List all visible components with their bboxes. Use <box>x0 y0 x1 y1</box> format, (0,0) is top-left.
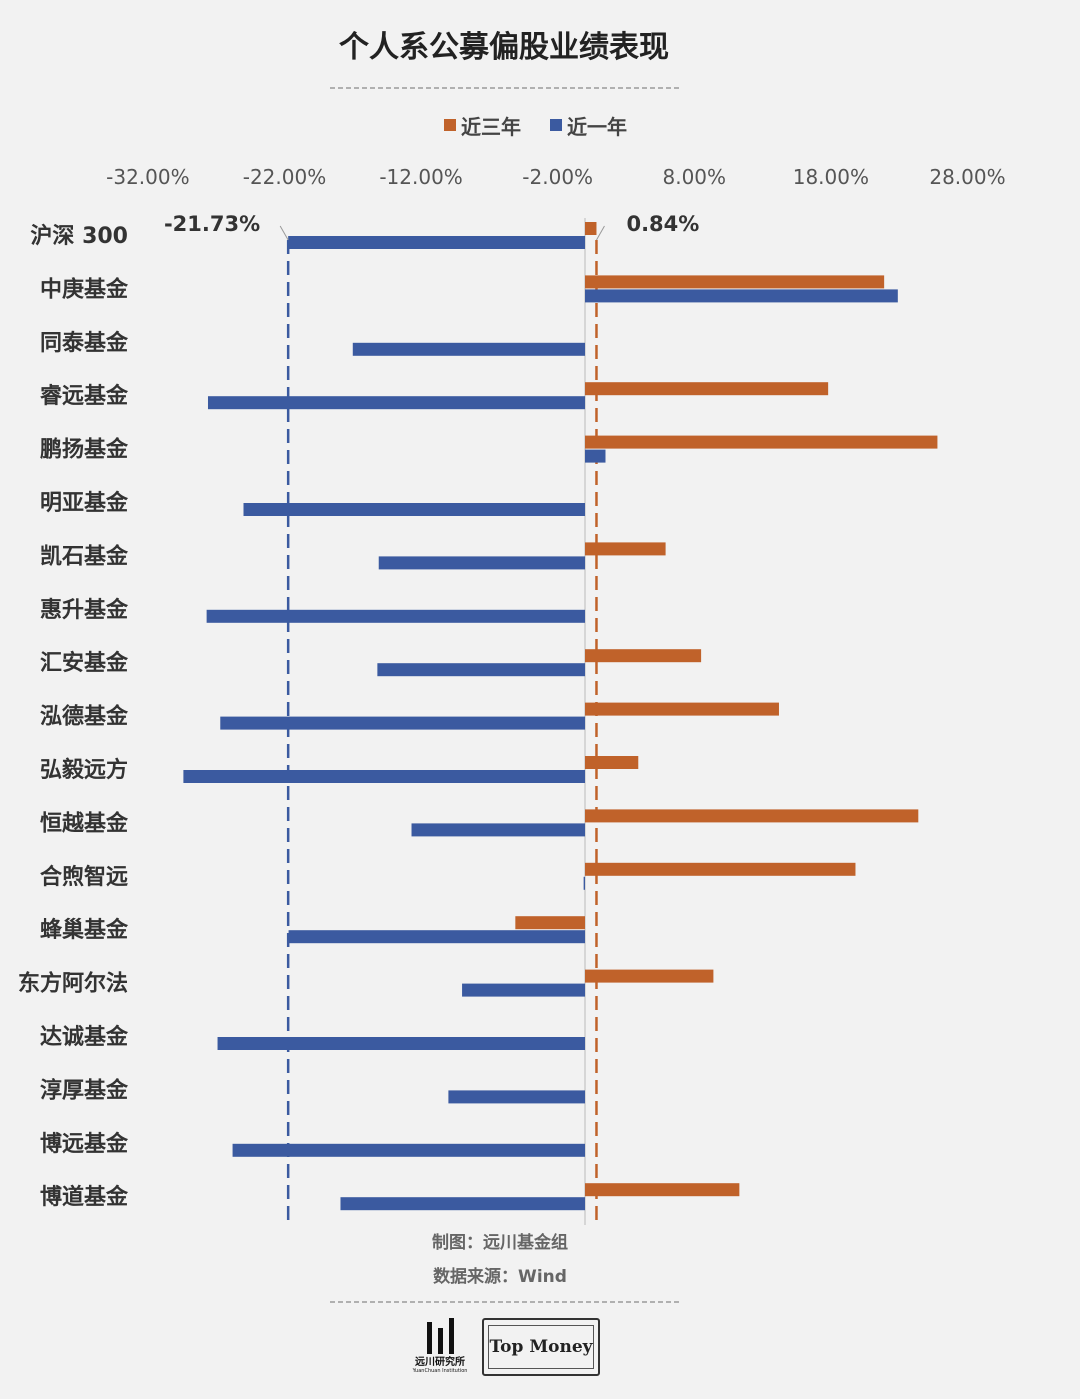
annotation-leader <box>596 225 605 241</box>
yuanchuan-name: 远川研究所 <box>415 1357 465 1368</box>
bar-3yr <box>585 275 885 289</box>
legend-swatch-3yr <box>444 119 456 131</box>
category-label: 博远基金 <box>40 1131 129 1157</box>
bar-3yr <box>585 809 919 823</box>
x-tick-label: 8.00% <box>663 165 727 189</box>
bar-1yr <box>288 236 585 249</box>
bar-1yr <box>462 983 585 997</box>
category-label: 汇安基金 <box>40 650 129 676</box>
bar-3yr <box>585 649 702 663</box>
bar-1yr <box>220 716 585 730</box>
bar-1yr <box>378 556 585 570</box>
category-label: 同泰基金 <box>40 330 129 356</box>
bar-3yr <box>585 222 597 235</box>
bar-1yr <box>183 770 585 783</box>
bar-3yr <box>585 756 639 769</box>
legend: 近三年 近一年 <box>444 115 627 139</box>
bar-1yr <box>411 823 585 837</box>
legend-label-1yr: 近一年 <box>567 115 627 139</box>
category-label: 鹏扬基金 <box>40 437 129 463</box>
bar-1yr <box>340 1197 585 1211</box>
yuanchuan-logo: 远川研究所 YuanChuan Institution <box>408 1318 472 1378</box>
bar-1yr <box>232 1143 585 1157</box>
reference-label: -21.73% <box>164 212 260 236</box>
legend-swatch-1yr <box>550 119 562 131</box>
category-label: 明亚基金 <box>40 490 129 516</box>
chart-credit: 制图：远川基金组 <box>432 1232 568 1253</box>
reference-annotations: -21.73% 0.84% <box>164 212 699 241</box>
category-label: 凯石基金 <box>40 543 129 569</box>
x-tick-label: -22.00% <box>243 165 326 189</box>
bar-3yr <box>585 702 779 716</box>
bar-1yr <box>217 1037 585 1050</box>
chart-title: 个人系公募偏股业绩表现 <box>339 30 669 65</box>
x-axis-ticks: -32.00% -22.00% -12.00% -2.00% 8.00% 18.00% 28… <box>106 165 1005 189</box>
x-tick-label: -32.00% <box>106 165 189 189</box>
category-label: 惠升基金 <box>40 597 129 623</box>
x-tick-label: -2.00% <box>522 165 593 189</box>
bar-1yr <box>206 609 586 623</box>
bar-1yr <box>585 449 606 463</box>
category-label: 恒越基金 <box>40 810 129 836</box>
x-tick-label: -12.00% <box>379 165 462 189</box>
x-tick-label: 18.00% <box>793 165 869 189</box>
category-label: 中庚基金 <box>40 276 129 302</box>
logo-bars-icon <box>408 1318 472 1354</box>
bar-1yr <box>377 663 585 677</box>
bar-1yr <box>352 342 585 356</box>
category-label: 沪深 300 <box>30 223 128 249</box>
bar-1yr <box>583 876 585 890</box>
bar-1yr <box>288 930 585 944</box>
category-label: 泓德基金 <box>40 704 129 730</box>
data-source: 数据来源：Wind <box>433 1266 567 1287</box>
topmoney-logo: Top Money <box>482 1318 600 1376</box>
category-labels: 沪深 300 中庚基金同泰基金睿远基金鹏扬基金明亚基金凯石基金惠升基金汇安基金泓德… <box>18 223 129 1210</box>
bar-3yr <box>585 1183 740 1197</box>
category-label: 合煦智远 <box>40 864 128 890</box>
annotation-leader <box>279 225 289 241</box>
topmoney-name: Top Money <box>488 1325 594 1369</box>
legend-label-3yr: 近三年 <box>461 115 521 139</box>
x-tick-label: 28.00% <box>929 165 1005 189</box>
category-label: 东方阿尔法 <box>18 971 128 997</box>
bar-3yr <box>585 435 938 449</box>
yuanchuan-name-en: YuanChuan Institution <box>412 1368 468 1374</box>
bar-3yr <box>585 382 829 396</box>
bars <box>183 222 938 1211</box>
bar-chart: 个人系公募偏股业绩表现 近三年 近一年 -32.00% -22.00% -12.00… <box>18 30 1006 1303</box>
bar-1yr <box>243 503 585 516</box>
bar-3yr <box>585 969 714 983</box>
bar-3yr <box>515 916 585 930</box>
category-label: 淳厚基金 <box>40 1077 129 1103</box>
bar-1yr <box>585 289 898 303</box>
category-label: 弘毅远方 <box>40 757 128 783</box>
category-label: 博道基金 <box>40 1184 129 1210</box>
category-label: 达诚基金 <box>40 1024 129 1050</box>
category-label: 蜂巢基金 <box>40 917 129 943</box>
category-label: 睿远基金 <box>40 383 129 409</box>
bar-3yr <box>585 542 666 556</box>
reference-label: 0.84% <box>626 212 699 236</box>
bar-1yr <box>448 1090 585 1104</box>
bar-1yr <box>207 396 585 410</box>
bar-3yr <box>585 862 856 876</box>
